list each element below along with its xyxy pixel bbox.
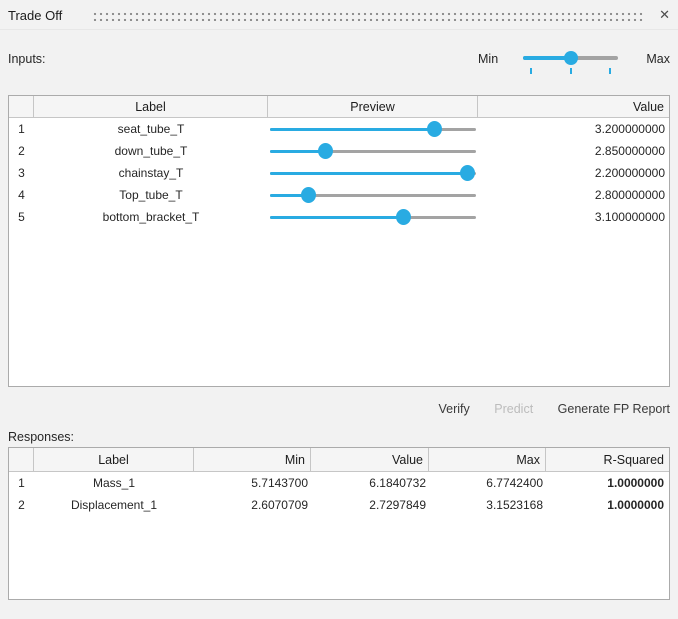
response-r-squared: 1.0000000 xyxy=(607,498,664,512)
input-label: Top_tube_T xyxy=(119,188,183,202)
table-row[interactable]: 3 chainstay_T 2.200000000 xyxy=(9,162,669,184)
input-label: seat_tube_T xyxy=(117,122,185,136)
table-row[interactable]: 1 seat_tube_T 3.200000000 xyxy=(9,118,669,140)
input-label: chainstay_T xyxy=(118,166,184,180)
header-row-number xyxy=(9,448,34,471)
slider-tick xyxy=(609,68,612,74)
preview-slider[interactable] xyxy=(270,186,476,204)
table-row[interactable]: 2 Displacement_1 2.6070709 2.7297849 3.1… xyxy=(9,494,669,516)
slider-fill xyxy=(270,171,468,175)
slider-fill xyxy=(270,215,404,219)
slider-thumb[interactable] xyxy=(317,143,333,159)
titlebar: Trade Off ✕ xyxy=(0,0,678,30)
slider-track[interactable] xyxy=(270,149,476,153)
row-number: 2 xyxy=(18,498,25,512)
inputs-table: Label Preview Value 1 seat_tube_T 3.2000… xyxy=(8,95,670,387)
row-number: 5 xyxy=(18,210,25,224)
input-value[interactable]: 2.800000000 xyxy=(594,188,665,202)
table-row[interactable]: 2 down_tube_T 2.850000000 xyxy=(9,140,669,162)
table-row[interactable]: 1 Mass_1 5.7143700 6.1840732 6.7742400 1… xyxy=(9,472,669,494)
verify-button[interactable]: Verify xyxy=(438,402,470,416)
response-min: 2.6070709 xyxy=(251,498,308,512)
response-value: 2.7297849 xyxy=(369,498,426,512)
panel-title: Trade Off xyxy=(8,8,63,23)
header-min: Min xyxy=(194,448,311,471)
slider-fill xyxy=(270,193,310,197)
slider-thumb[interactable] xyxy=(301,187,317,203)
input-value[interactable]: 2.200000000 xyxy=(594,166,665,180)
row-number: 4 xyxy=(18,188,25,202)
table-row[interactable]: 4 Top_tube_T 2.800000000 xyxy=(9,184,669,206)
input-value[interactable]: 2.850000000 xyxy=(594,144,665,158)
row-number: 1 xyxy=(18,476,25,490)
row-number: 3 xyxy=(18,166,25,180)
inputs-section-label: Inputs: xyxy=(8,52,46,66)
predict-button: Predict xyxy=(494,402,534,416)
slider-fill xyxy=(270,127,435,131)
close-icon[interactable]: ✕ xyxy=(659,7,670,22)
response-value: 6.1840732 xyxy=(369,476,426,490)
response-max: 3.1523168 xyxy=(486,498,543,512)
slider-thumb[interactable] xyxy=(459,165,475,181)
preview-slider[interactable] xyxy=(270,208,476,226)
header-value: Value xyxy=(632,99,664,114)
input-label: down_tube_T xyxy=(114,144,188,158)
slider-tick xyxy=(569,68,572,74)
response-min: 5.7143700 xyxy=(251,476,308,490)
header-r-squared: R-Squared xyxy=(603,452,664,467)
slider-track[interactable] xyxy=(270,193,476,197)
input-value[interactable]: 3.200000000 xyxy=(594,122,665,136)
slider-fill xyxy=(523,56,571,60)
header-label: Label xyxy=(34,448,194,471)
min-label: Min xyxy=(478,52,499,66)
table-row[interactable]: 5 bottom_bracket_T 3.100000000 xyxy=(9,206,669,228)
global-range-slider[interactable] xyxy=(523,48,618,74)
response-r-squared: 1.0000000 xyxy=(607,476,664,490)
header-max: Max xyxy=(429,448,546,471)
header-label: Label xyxy=(34,96,268,117)
drag-handle-icon[interactable] xyxy=(92,10,644,21)
header-value: Value xyxy=(311,448,429,471)
input-value[interactable]: 3.100000000 xyxy=(594,210,665,224)
slider-thumb[interactable] xyxy=(563,51,578,65)
inputs-table-header: Label Preview Value xyxy=(9,96,669,118)
responses-table: Label Min Value Max R-Squared 1 Mass_1 5… xyxy=(8,447,670,600)
responses-section-label: Responses: xyxy=(8,430,75,444)
generate-fp-report-button[interactable]: Generate FP Report xyxy=(557,402,670,416)
response-label: Mass_1 xyxy=(92,476,136,490)
response-label: Displacement_1 xyxy=(70,498,158,512)
header-preview: Preview xyxy=(268,96,478,117)
actions-row: Verify Predict Generate FP Report xyxy=(0,402,670,416)
response-max: 6.7742400 xyxy=(486,476,543,490)
slider-fill xyxy=(270,149,326,153)
slider-thumb[interactable] xyxy=(426,121,442,137)
global-range-slider-row: Min Max xyxy=(478,48,670,78)
row-number: 2 xyxy=(18,144,25,158)
preview-slider[interactable] xyxy=(270,142,476,160)
slider-tick xyxy=(529,68,532,74)
row-number: 1 xyxy=(18,122,25,136)
header-row-number xyxy=(9,96,34,117)
preview-slider[interactable] xyxy=(270,164,476,182)
input-label: bottom_bracket_T xyxy=(102,210,200,224)
max-label: Max xyxy=(646,52,670,66)
preview-slider[interactable] xyxy=(270,120,476,138)
slider-thumb[interactable] xyxy=(395,209,411,225)
responses-table-header: Label Min Value Max R-Squared xyxy=(9,448,669,472)
